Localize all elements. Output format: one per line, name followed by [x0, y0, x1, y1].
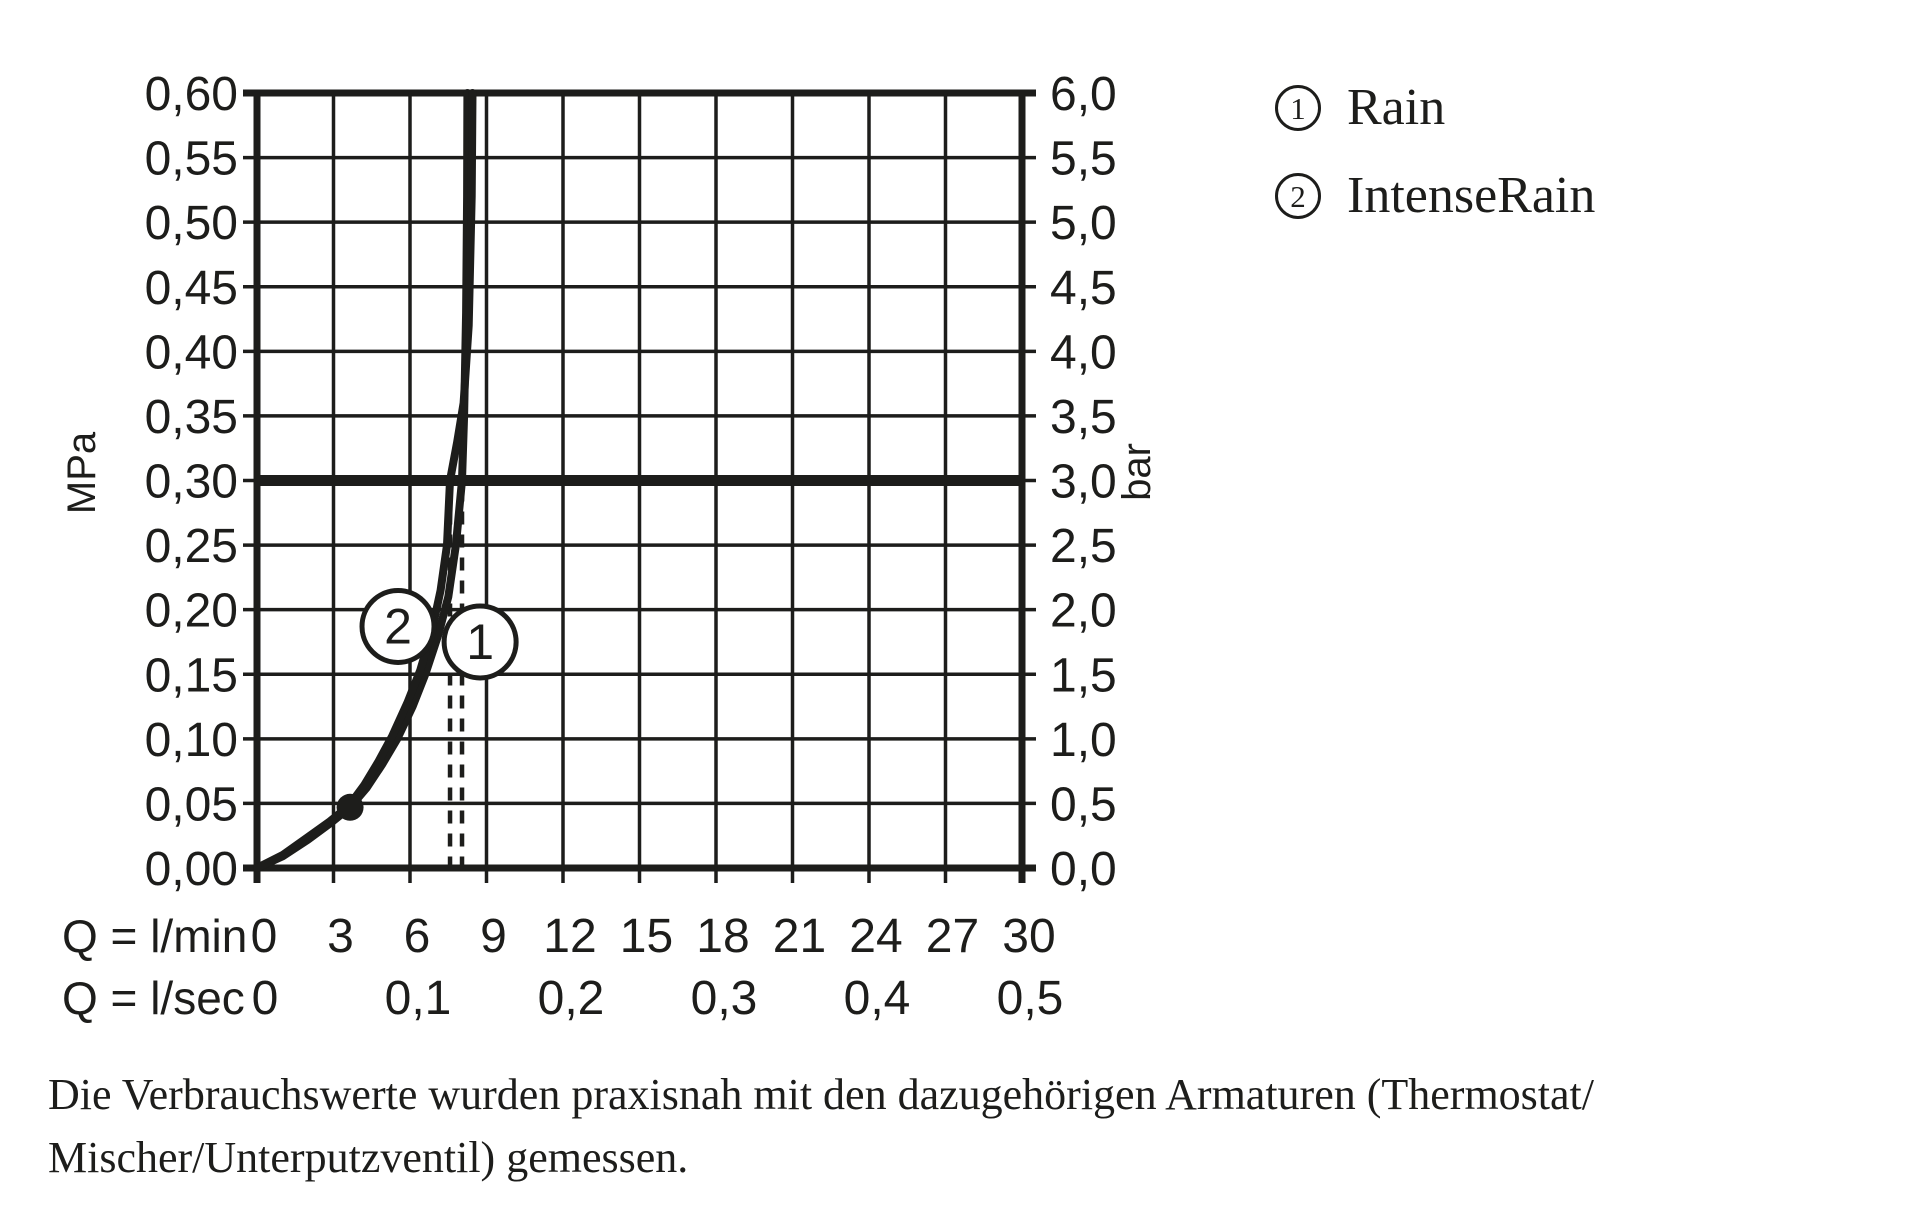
note-line-1: Die Verbrauchswerte wurden praxisnah mit…: [48, 1070, 1594, 1119]
x-tick-label-lmin: 27: [926, 910, 979, 963]
curve-label-circle-1: [441, 603, 519, 681]
x-axis-primary-caption: Q = l/min: [62, 910, 247, 962]
legend-number-1: 1: [1290, 90, 1306, 126]
x-tick-label-lsec: 0,5: [997, 972, 1064, 1025]
y-left-tick-label: 0,60: [145, 68, 238, 121]
x-tick-label-lmin: 21: [773, 910, 826, 963]
x-axis-secondary-caption: Q = l/sec: [62, 972, 245, 1024]
x-tick-label-lsec: 0,2: [538, 972, 605, 1025]
x-tick-label-lmin: 3: [327, 910, 354, 963]
y-left-tick-label: 0,25: [145, 520, 238, 573]
x-tick-label-lsec: 0,4: [844, 972, 911, 1025]
legend: 1 Rain 2 IntenseRain: [1275, 79, 1596, 260]
legend-number-circle-1: 1: [1275, 85, 1321, 131]
y-right-tick-label: 4,0: [1050, 326, 1117, 379]
y-right-tick-label: 1,5: [1050, 649, 1117, 702]
y-right-tick-label: 6,0: [1050, 68, 1117, 121]
curve-label-number-1: 1: [466, 614, 494, 670]
y-right-tick-label: 2,5: [1050, 520, 1117, 573]
y-right-tick-label: 0,0: [1050, 843, 1117, 896]
curve-label-number-2: 2: [384, 598, 412, 654]
y-right-tick-label: 5,0: [1050, 197, 1117, 250]
legend-number-circle-2: 2: [1275, 173, 1321, 219]
y-left-tick-label: 0,35: [145, 391, 238, 444]
y-left-tick-label: 0,30: [145, 456, 238, 509]
x-tick-label-lsec: 0: [252, 972, 279, 1025]
x-tick-label-lsec: 0,3: [691, 972, 758, 1025]
y-left-axis-title: MPa: [60, 431, 104, 514]
legend-item-intenserain: 2 IntenseRain: [1275, 167, 1596, 224]
y-left-tick-label: 0,00: [145, 843, 238, 896]
y-right-tick-label: 3,0: [1050, 456, 1117, 509]
y-right-tick-label: 1,0: [1050, 714, 1117, 767]
y-left-tick-label: 0,05: [145, 778, 238, 831]
curve-label-circle-2: [359, 587, 437, 665]
note-line-2: Mischer/Unterputzventil) gemessen.: [48, 1133, 689, 1182]
y-left-tick-label: 0,10: [145, 714, 238, 767]
legend-number-2: 2: [1290, 178, 1306, 214]
y-left-tick-label: 0,40: [145, 326, 238, 379]
curve-intenserain: [253, 89, 477, 872]
y-right-axis-title: bar: [1115, 443, 1159, 501]
y-right-tick-label: 4,5: [1050, 262, 1117, 315]
x-tick-label-lmin: 15: [620, 910, 673, 963]
x-tick-label-lmin: 12: [543, 910, 596, 963]
measured-point-dot: [336, 793, 364, 821]
y-left-tick-label: 0,55: [145, 133, 238, 186]
x-tick-label-lsec: 0,1: [385, 972, 452, 1025]
legend-label-rain: Rain: [1347, 79, 1446, 136]
legend-item-rain: 1 Rain: [1275, 79, 1595, 136]
x-tick-label-lmin: 18: [696, 910, 749, 963]
x-tick-label-lmin: 30: [1002, 910, 1055, 963]
usage-note: Die Verbrauchswerte wurden praxisnah mit…: [48, 1063, 1594, 1189]
x-tick-label-lmin: 9: [480, 910, 507, 963]
x-tick-label-lmin: 24: [849, 910, 902, 963]
y-left-tick-label: 0,50: [145, 197, 238, 250]
x-tick-label-lmin: 6: [404, 910, 431, 963]
x-tick-label-lmin: 0: [251, 910, 278, 963]
y-left-tick-label: 0,45: [145, 262, 238, 315]
y-right-tick-label: 3,5: [1050, 391, 1117, 444]
y-right-tick-label: 2,0: [1050, 585, 1117, 638]
legend-label-intenserain: IntenseRain: [1347, 167, 1596, 224]
y-left-tick-label: 0,20: [145, 585, 238, 638]
y-right-tick-label: 0,5: [1050, 778, 1117, 831]
y-left-tick-label: 0,15: [145, 649, 238, 702]
y-right-tick-label: 5,5: [1050, 133, 1117, 186]
